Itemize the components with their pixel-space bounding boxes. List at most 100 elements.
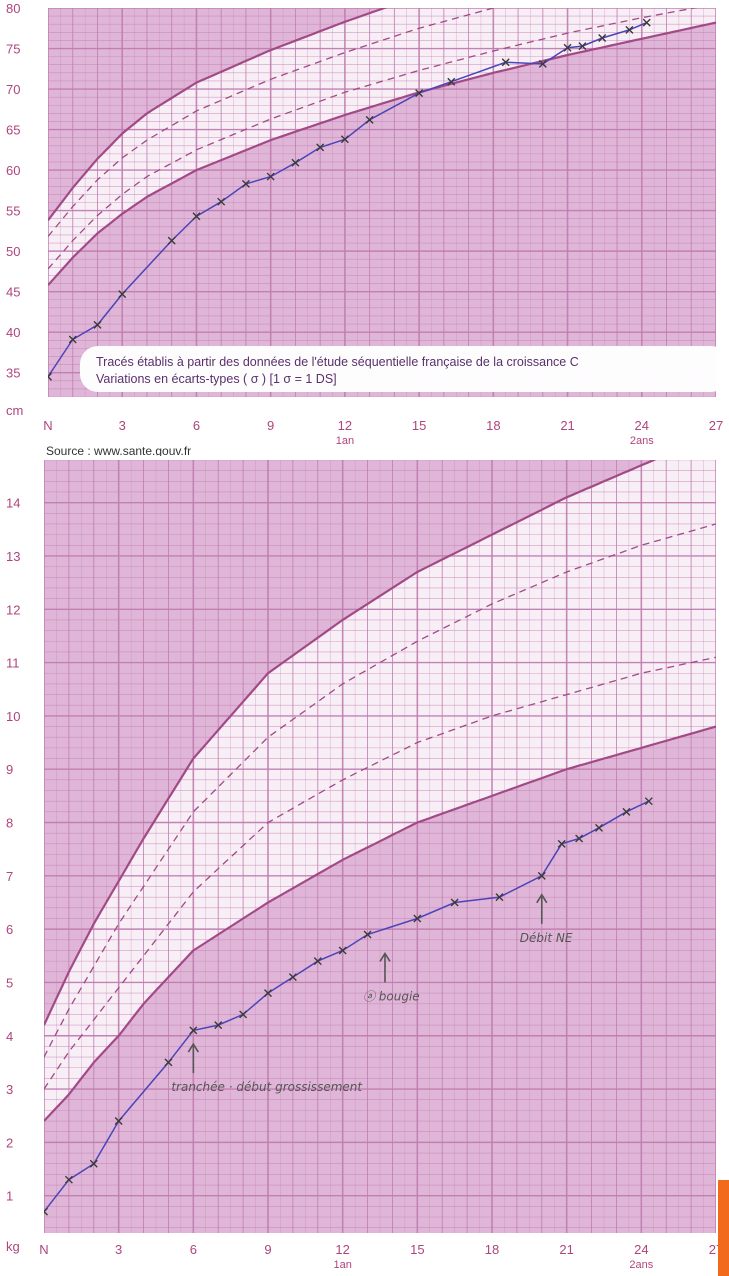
height-y-tick-label: 65 [6, 123, 20, 138]
weight-data-point-stroke [557, 839, 566, 848]
weight-data-point [338, 946, 347, 955]
height-data-point [291, 158, 300, 167]
height-data-point-stroke [415, 89, 424, 98]
height-data-point-stroke [291, 158, 300, 167]
height-data-point-stroke [642, 18, 651, 27]
height-x-sublabel: 1an [336, 435, 354, 447]
weight-reference-curve-1 [44, 460, 657, 1026]
weight-data-point-stroke [214, 1021, 223, 1030]
height-y-unit-label: cm [6, 403, 23, 418]
height-data-point-stroke [118, 290, 127, 299]
height-y-tick-label: 75 [6, 42, 20, 57]
height-x-tick-label: 3 [119, 418, 126, 433]
weight-data-point [622, 807, 631, 816]
height-x-tick-label: 27 [709, 418, 723, 433]
height-data-point [93, 320, 102, 329]
weight-data-point [363, 930, 372, 939]
weight-data-point [89, 1159, 98, 1168]
height-data-point [501, 58, 510, 67]
weight-chart: tranchée · début grossissement ⓐ bougie Dé… [0, 456, 729, 1273]
height-data-point [578, 42, 587, 51]
weight-y-tick-label: 11 [6, 656, 20, 671]
weight-y-tick-label: 9 [6, 762, 13, 777]
weight-data-point [239, 1010, 248, 1019]
weight-data-point [495, 893, 504, 902]
height-data-point-stroke [93, 320, 102, 329]
height-plot-area [48, 8, 716, 397]
height-x-tick-label: 15 [412, 418, 426, 433]
weight-x-sublabel: 1an [333, 1259, 351, 1271]
weight-x-tick-label: 24 [634, 1242, 648, 1257]
height-data-point-stroke [538, 59, 547, 68]
accent-tab [718, 1180, 729, 1276]
weight-data-point-stroke [363, 930, 372, 939]
weight-data-point-stroke [64, 1175, 73, 1184]
weight-data-point-stroke [44, 1207, 48, 1213]
height-data-point [217, 197, 226, 206]
height-reference-curve-4 [48, 21, 716, 286]
height-reference-curve-1 [48, 8, 388, 221]
weight-data-point-stroke [239, 1010, 248, 1019]
height-caption-line-2: Variations en écarts-types ( σ ) [1 σ = … [96, 372, 337, 386]
weight-data-point-stroke [89, 1159, 98, 1168]
weight-reference-curve-2 [44, 523, 716, 1058]
weight-y-tick-label: 8 [6, 816, 13, 831]
weight-data-point-stroke [575, 834, 584, 843]
height-data-point-stroke [365, 115, 374, 124]
weight-data-point [537, 871, 546, 880]
height-data-point [68, 335, 77, 344]
weight-data-point-stroke [313, 957, 322, 966]
weight-data-point-stroke [338, 946, 347, 955]
weight-plot-area: tranchée · début grossissement ⓐ bougie Dé… [44, 460, 716, 1233]
height-data-point [266, 172, 275, 181]
weight-data-point-stroke [495, 893, 504, 902]
weight-data-point [644, 797, 653, 806]
weight-x-tick-label: 18 [485, 1242, 499, 1257]
weight-y-tick-label: 13 [6, 549, 20, 564]
weight-chart-svg: tranchée · début grossissement ⓐ bougie Dé… [6, 460, 723, 1271]
weight-annotation-arrow-head [187, 1042, 200, 1053]
height-x-tick-label: 21 [560, 418, 574, 433]
weight-reference-curve-3 [44, 656, 716, 1090]
weight-y-tick-label: 12 [6, 602, 20, 617]
weight-y-unit-label: kg [6, 1239, 20, 1254]
weight-data-point [264, 989, 272, 998]
height-y-tick-label: 35 [6, 366, 20, 381]
weight-data-point-stroke [44, 1210, 48, 1216]
weight-annotation-text: Débit NE [520, 931, 573, 945]
weight-data-point [557, 839, 566, 848]
height-data-point [447, 77, 456, 86]
weight-annotation-text: ⓐ bougie [363, 989, 420, 1003]
height-data-point-stroke [68, 335, 77, 344]
weight-data-point [288, 973, 297, 982]
weight-annotation-arrow [187, 1042, 200, 1074]
height-data-point-stroke [217, 197, 226, 206]
height-data-line [48, 21, 647, 378]
height-x-tick-label: 24 [635, 418, 649, 433]
height-y-tick-label: 40 [6, 325, 20, 340]
weight-data-point-stroke [114, 1117, 123, 1126]
height-y-tick-label: 55 [6, 204, 20, 219]
height-y-tick-label: 45 [6, 285, 20, 300]
height-caption-box: Tracés établis à partir des données de l… [80, 346, 729, 392]
height-data-point-stroke [48, 375, 52, 381]
weight-y-tick-label: 5 [6, 975, 13, 990]
height-data-point-stroke [316, 143, 325, 152]
weight-x-tick-label: 9 [264, 1242, 271, 1257]
weight-data-point-stroke [622, 807, 631, 816]
height-data-point [340, 135, 349, 144]
weight-annotation-arrow [536, 893, 548, 924]
weight-data-point-stroke [644, 797, 653, 806]
weight-x-tick-label: 15 [410, 1242, 424, 1257]
weight-data-point [214, 1021, 223, 1030]
height-data-point-stroke [447, 77, 456, 86]
height-data-point [365, 115, 374, 124]
height-data-point-stroke [167, 236, 176, 245]
weight-y-tick-label: 4 [6, 1029, 13, 1044]
height-source-note: Source : www.sante.gouv.fr [46, 444, 191, 456]
weight-x-tick-label: 12 [335, 1242, 349, 1257]
weight-y-tick-label: 10 [6, 709, 20, 724]
weight-y-tick-label: 3 [6, 1082, 13, 1097]
weight-data-point [575, 834, 584, 843]
height-data-point [415, 89, 424, 98]
